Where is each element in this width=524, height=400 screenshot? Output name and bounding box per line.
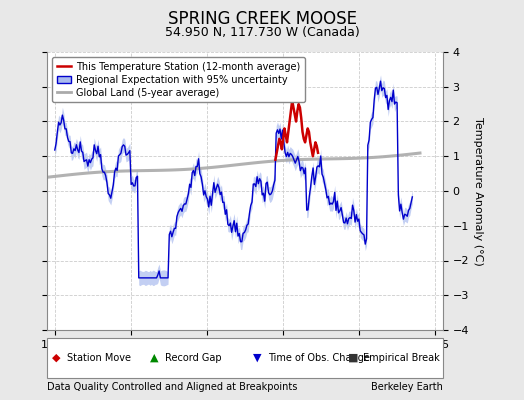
Text: ▼: ▼	[253, 353, 261, 363]
Text: Time of Obs. Change: Time of Obs. Change	[268, 353, 369, 363]
Legend: This Temperature Station (12-month average), Regional Expectation with 95% uncer: This Temperature Station (12-month avera…	[52, 57, 305, 102]
Text: Station Move: Station Move	[67, 353, 131, 363]
Text: ◆: ◆	[52, 353, 61, 363]
Text: ■: ■	[348, 353, 358, 363]
Text: SPRING CREEK MOOSE: SPRING CREEK MOOSE	[168, 10, 356, 28]
Y-axis label: Temperature Anomaly (°C): Temperature Anomaly (°C)	[473, 117, 483, 265]
Text: Berkeley Earth: Berkeley Earth	[371, 382, 443, 392]
Text: 54.950 N, 117.730 W (Canada): 54.950 N, 117.730 W (Canada)	[165, 26, 359, 39]
Text: Empirical Break: Empirical Break	[363, 353, 439, 363]
Text: Data Quality Controlled and Aligned at Breakpoints: Data Quality Controlled and Aligned at B…	[47, 382, 298, 392]
Text: ▲: ▲	[150, 353, 159, 363]
Text: Record Gap: Record Gap	[165, 353, 221, 363]
